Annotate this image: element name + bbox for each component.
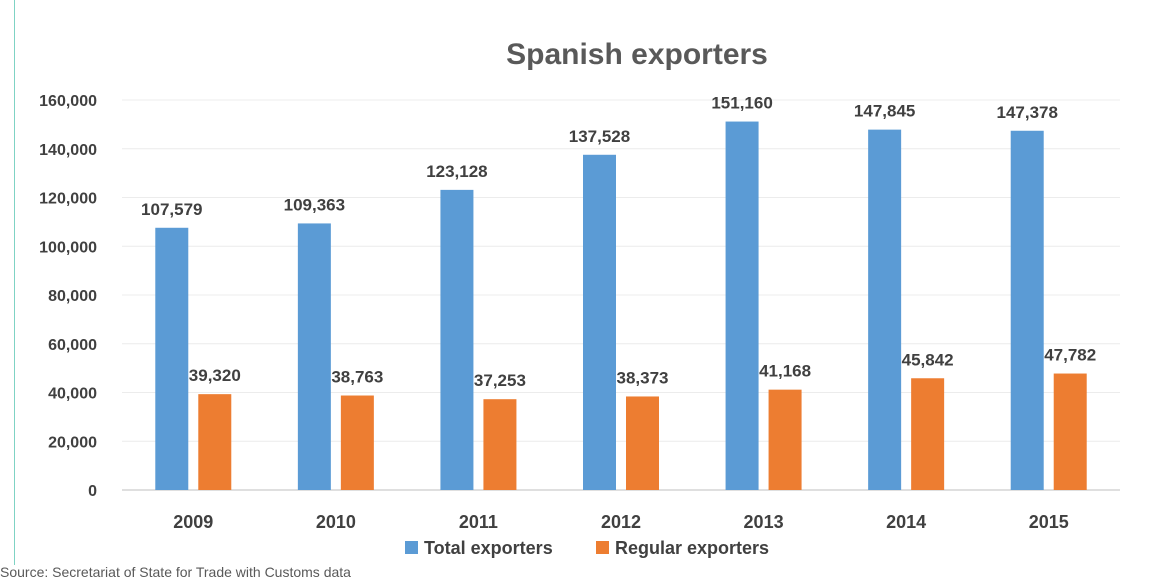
y-tick-label: 80,000 <box>48 288 97 305</box>
data-labels: 107,579 39,320 109,363 38,763 123,128 37,253 1… <box>141 94 1096 391</box>
data-label-regular: 38,763 <box>331 368 383 387</box>
x-tick-label: 2009 <box>173 512 213 532</box>
data-label-regular: 37,253 <box>474 371 526 390</box>
frame-left-line <box>14 0 15 565</box>
legend-total-exporters: Total exporters <box>405 538 553 558</box>
y-tick-label: 140,000 <box>39 142 97 159</box>
legend: Total exporters Regular exporters <box>405 538 769 558</box>
data-label-total: 123,128 <box>426 162 487 181</box>
data-label-total: 151,160 <box>711 94 772 113</box>
y-tick-label: 60,000 <box>48 337 97 354</box>
y-tick-label: 160,000 <box>39 93 97 110</box>
x-axis: 2009 2010 2011 2012 2013 2014 2015 <box>173 512 1068 532</box>
x-tick-label: 2013 <box>744 512 784 532</box>
bar-regular-exporters <box>483 399 517 490</box>
bar-total-exporters <box>297 223 331 491</box>
bar-total-exporters <box>155 227 189 490</box>
x-tick-label: 2015 <box>1029 512 1069 532</box>
data-label-regular: 45,842 <box>902 350 954 369</box>
source-note: Source: Secretariat of State for Trade w… <box>0 564 351 580</box>
data-label-total: 147,378 <box>996 103 1057 122</box>
gridlines <box>122 99 1120 491</box>
legend-label: Total exporters <box>424 538 553 558</box>
bar-regular-exporters <box>1053 373 1087 490</box>
chart-title: Spanish exporters <box>506 38 768 71</box>
data-label-regular: 38,373 <box>617 368 669 387</box>
legend-regular-exporters: Regular exporters <box>596 538 769 558</box>
bar-total-exporters <box>583 154 616 490</box>
bar-chart: Spanish exporters 0 20,000 40,000 60,000 80,… <box>39 38 1120 558</box>
bars <box>155 121 1087 491</box>
legend-swatch <box>596 541 609 554</box>
y-tick-label: 100,000 <box>39 239 97 256</box>
y-tick-label: 120,000 <box>39 191 97 208</box>
bar-regular-exporters <box>198 394 232 490</box>
bar-regular-exporters <box>340 395 374 490</box>
legend-swatch <box>405 541 418 554</box>
bar-total-exporters <box>868 129 902 490</box>
data-label-total: 147,845 <box>854 102 915 121</box>
legend-label: Regular exporters <box>615 538 769 558</box>
y-tick-label: 20,000 <box>48 434 97 451</box>
bar-regular-exporters <box>768 389 802 490</box>
x-tick-label: 2010 <box>316 512 356 532</box>
bar-regular-exporters <box>626 396 659 490</box>
y-tick-label: 0 <box>88 483 97 500</box>
y-axis: 0 20,000 40,000 60,000 80,000 100,000 120,000 1… <box>39 93 97 500</box>
data-label-total: 109,363 <box>284 195 345 214</box>
x-tick-label: 2011 <box>459 512 498 532</box>
bar-total-exporters <box>1010 130 1044 491</box>
x-tick-label: 2012 <box>601 512 641 532</box>
data-label-regular: 39,320 <box>189 366 241 385</box>
data-label-total: 137,528 <box>569 127 630 146</box>
x-tick-label: 2014 <box>886 512 926 532</box>
data-label-total: 107,579 <box>141 200 202 219</box>
bar-total-exporters <box>725 121 759 491</box>
data-label-regular: 47,782 <box>1044 346 1096 365</box>
data-label-regular: 41,168 <box>759 362 811 381</box>
bar-regular-exporters <box>911 378 945 490</box>
bar-total-exporters <box>440 189 474 491</box>
y-tick-label: 40,000 <box>48 386 97 403</box>
